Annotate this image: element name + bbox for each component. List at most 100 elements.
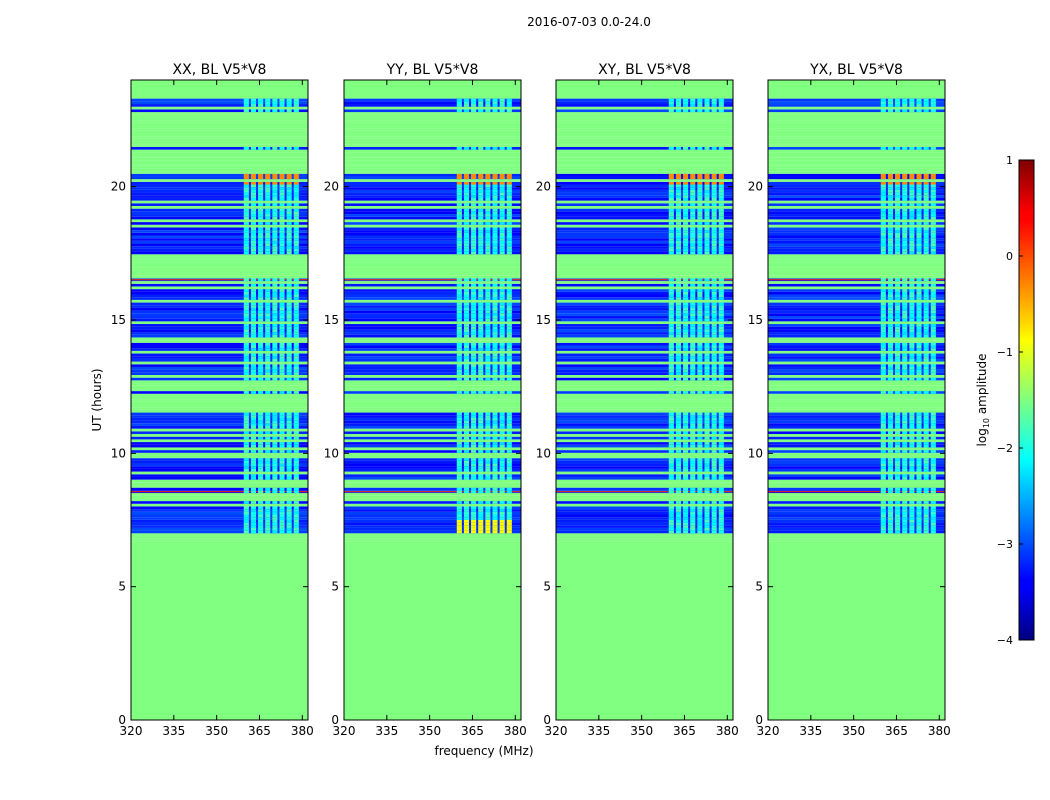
rfi-band-cell <box>492 353 498 357</box>
flagged-row <box>344 428 521 432</box>
rfi-band-cell <box>258 332 264 335</box>
rfi-band-cell <box>471 307 477 311</box>
rfi-band-cell <box>272 431 278 435</box>
flagged-row <box>344 498 521 502</box>
rfi-band-cell <box>499 310 505 314</box>
rfi-band-cell <box>909 444 915 448</box>
rfi-band-cell <box>265 101 271 105</box>
rfi-band-cell <box>880 232 886 236</box>
rfi-band-cell <box>668 356 674 359</box>
spectrum-row <box>768 487 945 491</box>
rfi-band-cell <box>286 291 292 295</box>
rfi-band-cell <box>250 216 257 220</box>
rfi-band-cell <box>258 248 264 252</box>
flagged-row <box>344 281 521 284</box>
rfi-band-cell <box>675 506 682 510</box>
rfi-band-cell <box>880 98 886 102</box>
rfi-band-cell <box>265 466 271 469</box>
rfi-band-cell <box>923 238 929 241</box>
rfi-band-cell <box>711 522 717 526</box>
rfi-band-cell <box>250 444 257 448</box>
rfi-band-cell <box>478 238 484 241</box>
rfi-band-cell <box>718 208 724 212</box>
spectrum-row <box>344 366 521 370</box>
spectrum-row <box>131 146 308 150</box>
rfi-band-cell <box>492 530 498 534</box>
rfi-band-cell <box>243 517 249 520</box>
rfi-band-cell <box>711 425 717 429</box>
rfi-band-cell <box>272 415 278 418</box>
rfi-band-cell <box>265 243 271 247</box>
rfi-band-cell <box>463 104 470 107</box>
rfi-band-cell <box>880 248 886 252</box>
flagged-row <box>344 262 521 266</box>
rfi-band-cell <box>499 444 505 448</box>
flagged-row <box>131 447 308 451</box>
rfi-band-cell <box>478 423 484 426</box>
rfi-band-cell <box>697 230 703 233</box>
rfi-band-cell <box>923 101 929 105</box>
rfi-band-cell <box>293 450 299 453</box>
spectrum-row <box>768 243 945 247</box>
spectrum-row <box>768 192 945 196</box>
rfi-band-cell <box>916 294 922 298</box>
rfi-band-cell <box>492 197 498 201</box>
rfi-band-cell <box>704 227 710 231</box>
rfi-band-cell <box>250 356 257 359</box>
rfi-band-cell <box>923 173 929 177</box>
rfi-band-cell <box>697 356 703 359</box>
rfi-band-cell <box>471 345 477 349</box>
rfi-band-cell <box>711 216 717 220</box>
spectrum-row <box>768 307 945 311</box>
flagged-row <box>556 265 733 268</box>
rfi-band-cell <box>499 463 505 467</box>
spectrum-row <box>556 334 733 338</box>
rfi-band-cell <box>668 353 674 357</box>
spectrum-row <box>131 345 308 349</box>
rfi-band-cell <box>250 329 257 333</box>
rfi-band-cell <box>697 251 703 255</box>
rfi-band-cell <box>909 192 915 196</box>
rfi-band-cell <box>286 366 292 370</box>
rfi-band-cell <box>675 490 682 494</box>
spectrum-row <box>768 187 945 190</box>
rfi-band-cell <box>683 211 689 215</box>
rfi-band-cell <box>250 318 257 322</box>
rfi-band-cell <box>675 525 682 528</box>
rfi-band-cell <box>279 444 285 448</box>
rfi-band-cell <box>718 522 724 526</box>
rfi-band-cell <box>492 358 498 362</box>
rfi-band-cell <box>463 248 470 252</box>
rfi-band-cell <box>258 527 264 531</box>
rfi-band-cell <box>923 431 929 435</box>
rfi-band-cell <box>675 417 682 421</box>
rfi-band-cell <box>506 104 512 107</box>
spectrum-row <box>556 530 733 534</box>
rfi-band-cell <box>683 310 689 314</box>
rfi-band-cell <box>916 222 922 225</box>
rfi-band-cell <box>456 302 462 306</box>
rfi-band-cell <box>286 278 292 282</box>
rfi-band-cell <box>880 377 886 381</box>
rfi-band-cell <box>930 189 936 193</box>
rfi-band-cell <box>243 197 249 201</box>
rfi-band-cell <box>916 345 922 349</box>
rfi-band-cell <box>250 450 257 453</box>
spectrum-row <box>344 294 521 298</box>
rfi-band-cell <box>506 487 512 491</box>
rfi-band-cell <box>279 307 285 311</box>
rfi-band-cell <box>258 425 264 429</box>
rfi-band-cell <box>258 525 264 528</box>
rfi-band-cell <box>499 104 505 107</box>
rfi-band-cell <box>463 243 470 247</box>
spectrum-row <box>131 238 308 241</box>
rfi-band-cell <box>909 334 915 338</box>
rfi-band-cell <box>711 235 717 239</box>
rfi-band-cell <box>916 525 922 528</box>
flagged-row <box>131 350 308 354</box>
rfi-band-cell <box>718 187 724 190</box>
rfi-band-cell <box>258 476 264 480</box>
rfi-band-cell <box>895 369 901 373</box>
rfi-band-cell <box>471 450 477 453</box>
rfi-band-cell <box>675 109 682 113</box>
